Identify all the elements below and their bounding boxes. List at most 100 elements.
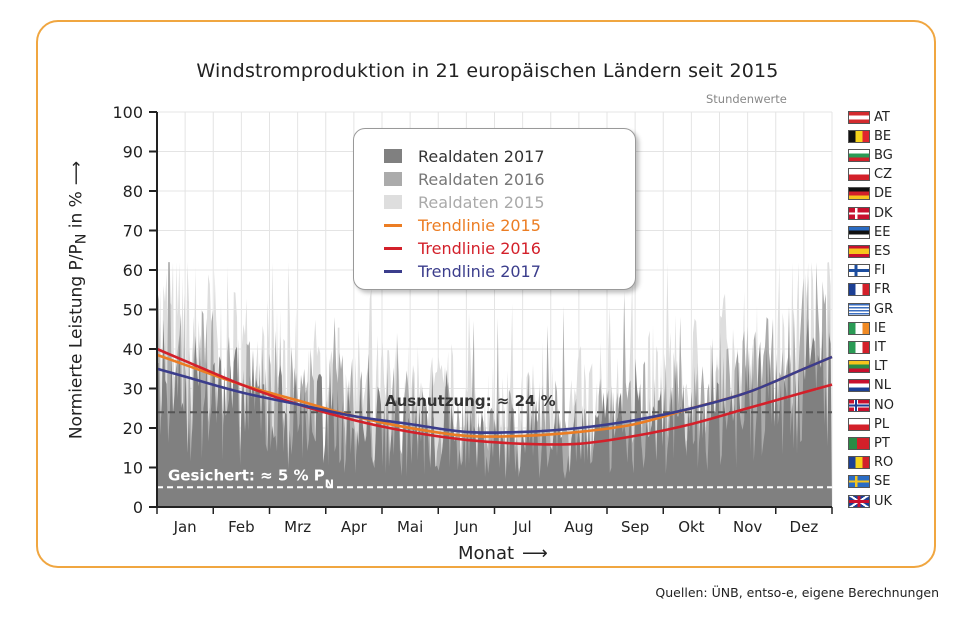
country-item-pt: PT bbox=[848, 434, 890, 452]
flag-cz-icon bbox=[848, 168, 870, 182]
y-tick-label: 80 bbox=[123, 182, 143, 201]
x-tick-label: Apr bbox=[341, 518, 368, 536]
country-code: PL bbox=[874, 416, 890, 432]
country-item-dk: DK bbox=[848, 204, 893, 222]
country-item-se: SE bbox=[848, 473, 890, 491]
country-code: BE bbox=[874, 128, 892, 144]
y-tick-label: 60 bbox=[123, 261, 143, 280]
y-tick-label: 70 bbox=[123, 222, 143, 241]
legend-swatch bbox=[384, 172, 402, 186]
country-item-de: DE bbox=[848, 185, 892, 203]
country-item-cz: CZ bbox=[848, 166, 892, 184]
legend-swatch bbox=[384, 149, 402, 163]
country-item-ee: EE bbox=[848, 223, 890, 241]
country-item-be: BE bbox=[848, 127, 891, 145]
legend-item-realdaten-2016: Realdaten 2016 bbox=[384, 168, 545, 190]
country-item-bg: BG bbox=[848, 146, 893, 164]
flag-es-icon bbox=[848, 244, 870, 258]
x-tick-label: Feb bbox=[228, 518, 255, 536]
y-tick-label: 100 bbox=[112, 103, 143, 122]
flag-it-icon bbox=[848, 340, 870, 354]
x-tick-label: Jan bbox=[173, 518, 197, 536]
country-item-nl: NL bbox=[848, 377, 891, 395]
country-code: UK bbox=[874, 493, 893, 509]
x-tick-label: Dez bbox=[790, 518, 819, 536]
trend-line-2017 bbox=[156, 355, 833, 434]
flag-gr-icon bbox=[848, 302, 870, 316]
x-tick-label: Jul bbox=[513, 518, 532, 536]
legend-line bbox=[384, 246, 402, 250]
legend-item-realdaten-2017: Realdaten 2017 bbox=[384, 145, 545, 167]
legend-swatch bbox=[384, 195, 402, 209]
country-item-ro: RO bbox=[848, 454, 893, 472]
x-axis-label-text: Monat bbox=[458, 543, 515, 564]
x-tick-label: Sep bbox=[621, 518, 649, 536]
flag-uk-icon bbox=[848, 494, 870, 508]
flag-lt-icon bbox=[848, 360, 870, 374]
country-code: RO bbox=[874, 455, 894, 471]
y-tick-label: 50 bbox=[123, 301, 143, 320]
flag-no-icon bbox=[848, 398, 870, 412]
gesichert-label: Gesichert: ≈ 5 % PN bbox=[168, 466, 334, 490]
x-axis-arrow-icon: ⟶ bbox=[522, 543, 548, 564]
country-item-it: IT bbox=[848, 338, 886, 356]
country-code: ES bbox=[874, 243, 891, 259]
y-tick-label: 30 bbox=[123, 380, 143, 399]
country-item-fi: FI bbox=[848, 262, 885, 280]
flag-fr-icon bbox=[848, 283, 870, 297]
country-item-es: ES bbox=[848, 242, 890, 260]
country-code: NL bbox=[874, 378, 891, 394]
y-tick-label: 40 bbox=[123, 340, 143, 359]
country-code: IT bbox=[874, 339, 886, 355]
country-code: DK bbox=[874, 205, 893, 221]
chart-legend: Realdaten 2017 Realdaten 2016 Realdaten … bbox=[353, 128, 636, 290]
country-item-ie: IE bbox=[848, 319, 886, 337]
flag-se-icon bbox=[848, 475, 870, 489]
x-tick-label: Jun bbox=[454, 518, 478, 536]
x-tick-label: Mai bbox=[397, 518, 423, 536]
country-code: GR bbox=[874, 301, 894, 317]
country-item-lt: LT bbox=[848, 358, 887, 376]
chart-subtitle: Stundenwerte bbox=[706, 92, 787, 106]
x-tick-label: Okt bbox=[678, 518, 704, 536]
flag-dk-icon bbox=[848, 206, 870, 220]
country-item-no: NO bbox=[848, 396, 894, 414]
flag-ro-icon bbox=[848, 456, 870, 470]
y-tick-label: 10 bbox=[123, 459, 143, 478]
ausnutzung-label: Ausnutzung: ≈ 24 % bbox=[385, 392, 556, 410]
x-axis-label: Monat ⟶ bbox=[458, 543, 548, 564]
legend-label: Trendlinie 2015 bbox=[418, 215, 541, 235]
flag-ie-icon bbox=[848, 321, 870, 335]
source-note: Quellen: ÜNB, entso-e, eigene Berechnung… bbox=[655, 585, 939, 600]
y-tick-label: 0 bbox=[133, 498, 143, 517]
flag-fi-icon bbox=[848, 264, 870, 278]
legend-item-trendlinie-2016: Trendlinie 2016 bbox=[384, 237, 541, 259]
flag-ee-icon bbox=[848, 225, 870, 239]
chart-title: Windstromproduktion in 21 europäischen L… bbox=[196, 60, 779, 82]
x-tick-label: Mrz bbox=[284, 518, 311, 536]
y-tick-label: 20 bbox=[123, 419, 143, 438]
legend-line bbox=[384, 269, 402, 273]
flag-bg-icon bbox=[848, 148, 870, 162]
country-code: NO bbox=[874, 397, 894, 413]
country-item-at: AT bbox=[848, 108, 890, 126]
flag-de-icon bbox=[848, 187, 870, 201]
country-code: IE bbox=[874, 320, 887, 336]
country-code: DE bbox=[874, 186, 893, 202]
legend-label: Realdaten 2015 bbox=[418, 192, 545, 212]
flag-be-icon bbox=[848, 129, 870, 143]
country-code: AT bbox=[874, 109, 890, 125]
legend-line bbox=[384, 223, 402, 227]
area-realdaten-2017 bbox=[157, 306, 832, 507]
legend-label: Trendlinie 2016 bbox=[418, 238, 541, 258]
country-code: CZ bbox=[874, 167, 892, 183]
trend-line-2016 bbox=[156, 347, 833, 446]
country-code: BG bbox=[874, 147, 893, 163]
flag-at-icon bbox=[848, 110, 870, 124]
country-code: FR bbox=[874, 282, 891, 298]
flag-pt-icon bbox=[848, 436, 870, 450]
country-code: SE bbox=[874, 474, 891, 490]
flag-pl-icon bbox=[848, 417, 870, 431]
y-tick-label: 90 bbox=[123, 143, 143, 162]
